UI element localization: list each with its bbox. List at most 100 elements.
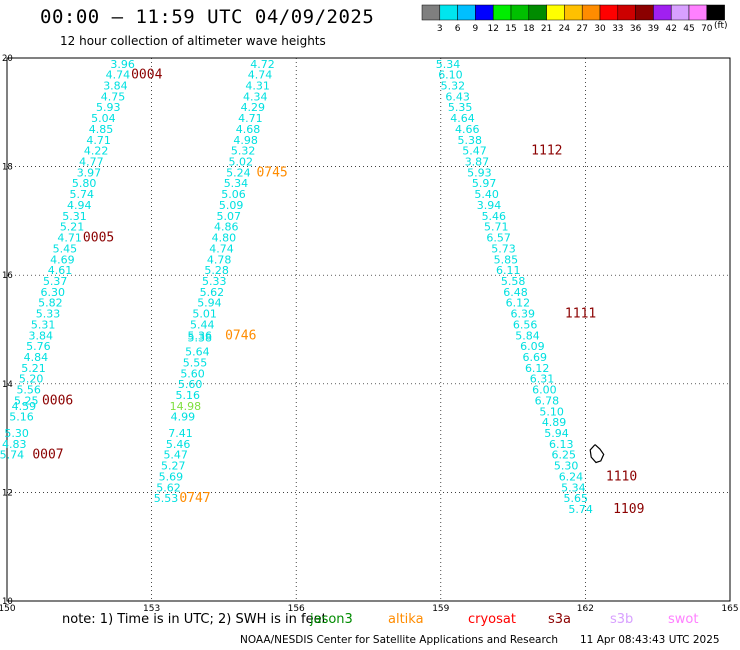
scale-swatch bbox=[581, 4, 601, 21]
wave-height-point: 5.01 bbox=[192, 308, 217, 321]
wave-height-point: 5.32 bbox=[231, 145, 256, 158]
pass-time-label: 0005 bbox=[83, 231, 114, 246]
scale-swatch bbox=[617, 4, 636, 21]
pass-time-label: 1109 bbox=[613, 502, 644, 517]
scale-swatch bbox=[706, 4, 725, 21]
wave-height-point: 4.74 bbox=[106, 69, 131, 82]
wave-height-point: 5.30 bbox=[4, 427, 29, 440]
wave-height-point: 5.36 bbox=[188, 329, 213, 342]
pass-time-label: 0745 bbox=[256, 165, 287, 180]
wave-height-point: 4.64 bbox=[450, 112, 475, 125]
wave-height-point: 5.25 bbox=[14, 394, 39, 407]
wave-height-point: 6.13 bbox=[549, 438, 574, 451]
wave-height-point: 4.94 bbox=[67, 199, 92, 212]
wave-height-point: 4.69 bbox=[50, 253, 75, 266]
wave-height-point: 5.60 bbox=[180, 367, 205, 380]
wave-height-point: 4.89 bbox=[542, 416, 567, 429]
wave-height-point: 5.56 bbox=[16, 384, 41, 397]
wave-height-point: 5.60 bbox=[178, 378, 203, 391]
wave-height-point: 6.56 bbox=[513, 318, 538, 331]
wave-height-point: 5.74 bbox=[0, 449, 24, 462]
wave-height-point: 5.94 bbox=[197, 297, 222, 310]
wave-height-point: 5.31 bbox=[31, 318, 56, 331]
scale-label: 24 bbox=[559, 24, 571, 34]
footer-credit: NOAA/NESDIS Center for Satellite Applica… bbox=[240, 634, 558, 646]
wave-height-point: 5.58 bbox=[501, 275, 526, 288]
wave-height-point: 5.40 bbox=[474, 188, 499, 201]
x-tick-label: 162 bbox=[577, 604, 594, 614]
wave-height-point: 6.30 bbox=[41, 286, 66, 299]
wave-height-point: 6.43 bbox=[445, 90, 470, 103]
wave-height-point: 4.31 bbox=[245, 79, 270, 92]
wave-height-point: 6.00 bbox=[532, 384, 557, 397]
x-tick-label: 165 bbox=[721, 604, 738, 614]
wave-height-point: 5.46 bbox=[166, 438, 191, 451]
x-tick-label: 159 bbox=[432, 604, 449, 614]
wave-height-point: 4.78 bbox=[207, 253, 232, 266]
scale-swatch bbox=[492, 4, 512, 21]
y-tick-label: 18 bbox=[2, 163, 13, 173]
scale-label: 3 bbox=[437, 24, 443, 34]
scale-label: 30 bbox=[594, 24, 606, 34]
y-tick-label: 14 bbox=[2, 380, 13, 390]
wave-height-point: 6.31 bbox=[530, 373, 555, 386]
wave-height-point: 6.69 bbox=[523, 351, 548, 364]
page-title: 00:00 – 11:59 UTC 04/09/2025 bbox=[40, 6, 375, 28]
scale-swatch bbox=[599, 4, 619, 21]
y-tick-label: 12 bbox=[2, 488, 13, 498]
scale-swatch bbox=[635, 4, 654, 21]
mission-altika: altika bbox=[388, 612, 424, 627]
wave-height-point: 5.16 bbox=[9, 411, 34, 424]
wave-height-point: 5.84 bbox=[515, 329, 540, 342]
scale-label: 36 bbox=[630, 24, 642, 34]
x-tick-label: 150 bbox=[0, 604, 16, 614]
wave-height-point: 6.78 bbox=[535, 394, 560, 407]
scale-label: 39 bbox=[648, 24, 660, 34]
wave-height-point: 5.38 bbox=[457, 134, 482, 147]
wave-height-point: 4.84 bbox=[24, 351, 49, 364]
wave-height-point: 5.62 bbox=[156, 481, 181, 494]
mission-s3b: s3b bbox=[610, 612, 634, 627]
y-tick-label: 16 bbox=[2, 271, 13, 281]
wave-height-point: 4.61 bbox=[48, 264, 73, 277]
wave-height-point: 5.27 bbox=[161, 460, 186, 473]
wave-height-point: 6.09 bbox=[520, 340, 545, 353]
scale-swatch bbox=[475, 4, 494, 21]
scale-label: 18 bbox=[523, 24, 535, 34]
wave-height-point: 5.80 bbox=[72, 177, 97, 190]
wave-height-point: 4.72 bbox=[250, 58, 275, 71]
wave-height-point: 5.93 bbox=[96, 101, 121, 114]
scale-swatch bbox=[528, 4, 547, 21]
scale-swatch bbox=[564, 4, 583, 21]
wave-height-point: 3.87 bbox=[465, 156, 490, 169]
wave-height-point: 5.37 bbox=[43, 275, 68, 288]
wave-height-point: 4.66 bbox=[455, 123, 480, 136]
wave-height-point: 5.64 bbox=[185, 346, 210, 359]
wave-height-point: 5.09 bbox=[219, 199, 244, 212]
pass-time-label: 1110 bbox=[606, 469, 637, 484]
wave-height-point: 5.30 bbox=[554, 460, 579, 473]
scale-label: 70 bbox=[701, 24, 713, 34]
wave-height-point: 4.74 bbox=[248, 69, 273, 82]
wave-height-point: 5.53 bbox=[154, 492, 179, 505]
wave-height-point: 5.55 bbox=[183, 356, 208, 369]
wave-height-point: 5.46 bbox=[482, 210, 507, 223]
wave-height-point: 3.96 bbox=[110, 58, 135, 71]
pass-time-label: 1112 bbox=[531, 144, 562, 159]
wave-height-point: 5.35 bbox=[448, 101, 473, 114]
wave-height-point: 5.74 bbox=[568, 503, 593, 516]
wave-height-point: 6.39 bbox=[510, 308, 535, 321]
wave-height-point: 5.10 bbox=[539, 405, 564, 418]
wave-height-point: 4.85 bbox=[89, 123, 114, 136]
wave-height-point: 5.04 bbox=[91, 112, 116, 125]
wave-height-point: 4.71 bbox=[86, 134, 111, 147]
wave-height-point: 5.62 bbox=[200, 286, 225, 299]
wave-height-point: 3.97 bbox=[77, 166, 102, 179]
scale-swatch bbox=[546, 4, 565, 21]
wave-height-point: 5.21 bbox=[60, 221, 85, 234]
wave-height-point: 5.07 bbox=[216, 210, 241, 223]
wave-height-point: 5.21 bbox=[21, 362, 46, 375]
wave-height-point: 5.34 bbox=[224, 177, 249, 190]
wave-height-point: 4.22 bbox=[84, 145, 109, 158]
wave-height-point: 5.44 bbox=[190, 318, 215, 331]
